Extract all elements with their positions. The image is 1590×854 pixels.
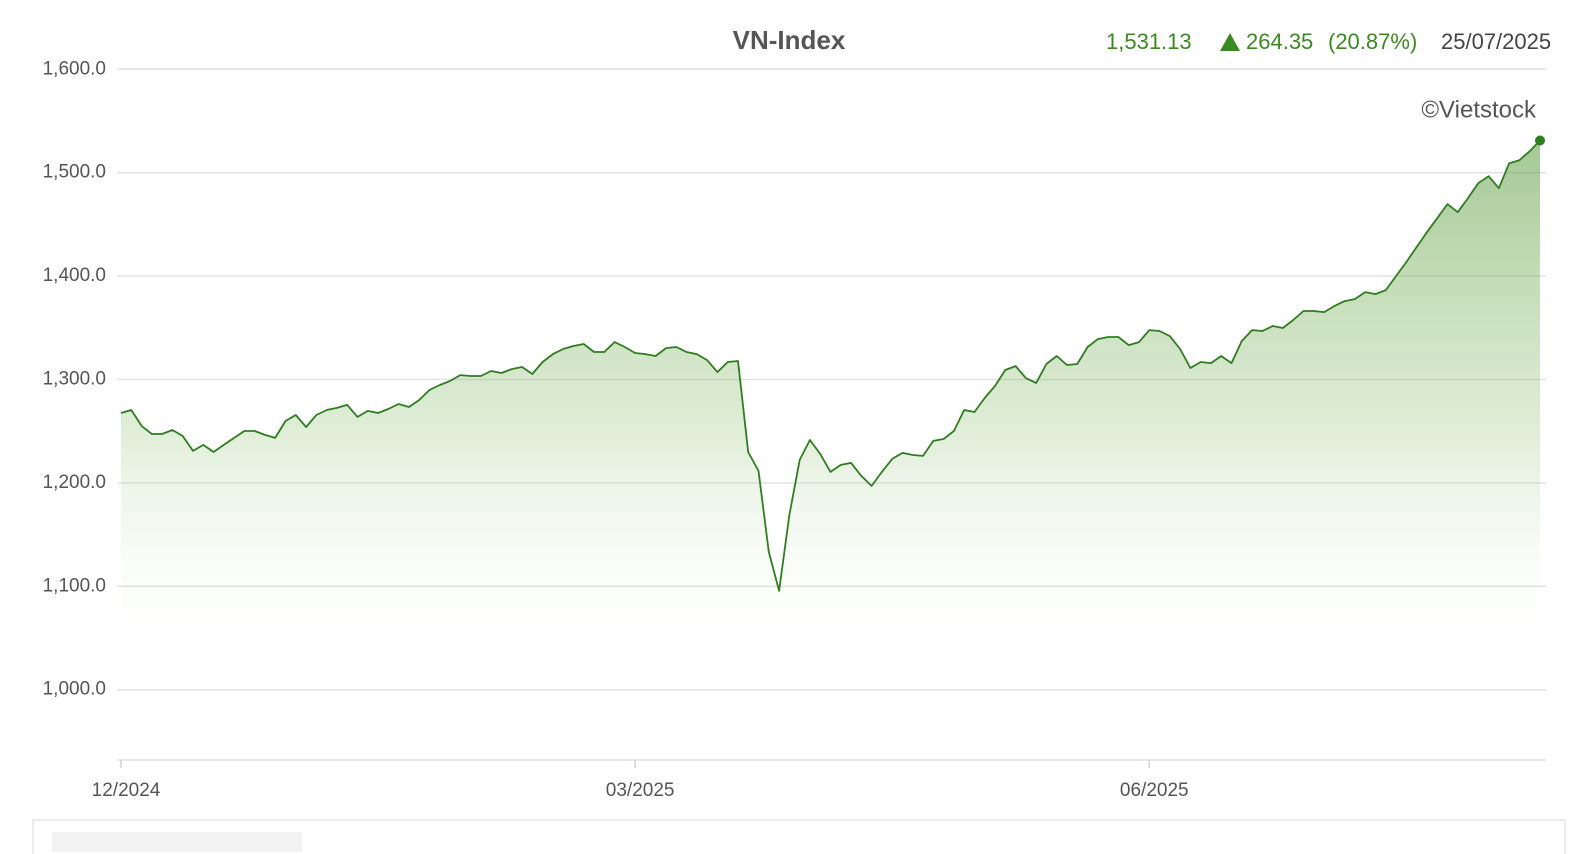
panel — [32, 819, 1566, 854]
change-percent: (20.87%) — [1328, 29, 1417, 54]
x-tick-label: 12/2024 — [92, 780, 161, 801]
last-price: 1,531.13 — [1106, 29, 1192, 54]
up-arrow — [1220, 33, 1240, 51]
y-tick-label: 1,600.0 — [43, 58, 106, 79]
change: 264.35 — [1246, 29, 1313, 54]
x-tick-label: 06/2025 — [1120, 780, 1189, 801]
y-tick-label: 1,300.0 — [43, 369, 106, 390]
panel-tab — [52, 832, 302, 852]
last-point — [1535, 135, 1545, 146]
area — [121, 140, 1540, 760]
line — [120, 139, 1541, 592]
y-tick-label: 1,200.0 — [43, 472, 106, 493]
chart-title: VN-Index — [733, 25, 846, 55]
y-tick-label: 1,000.0 — [43, 679, 106, 700]
y-tick-label: 1,400.0 — [43, 265, 106, 286]
date: 25/07/2025 — [1441, 29, 1551, 54]
credit: ©Vietstock — [1421, 96, 1537, 123]
x-tick-label: 03/2025 — [606, 780, 675, 801]
y-tick-label: 1,100.0 — [43, 575, 106, 596]
y-tick-label: 1,500.0 — [43, 162, 106, 183]
